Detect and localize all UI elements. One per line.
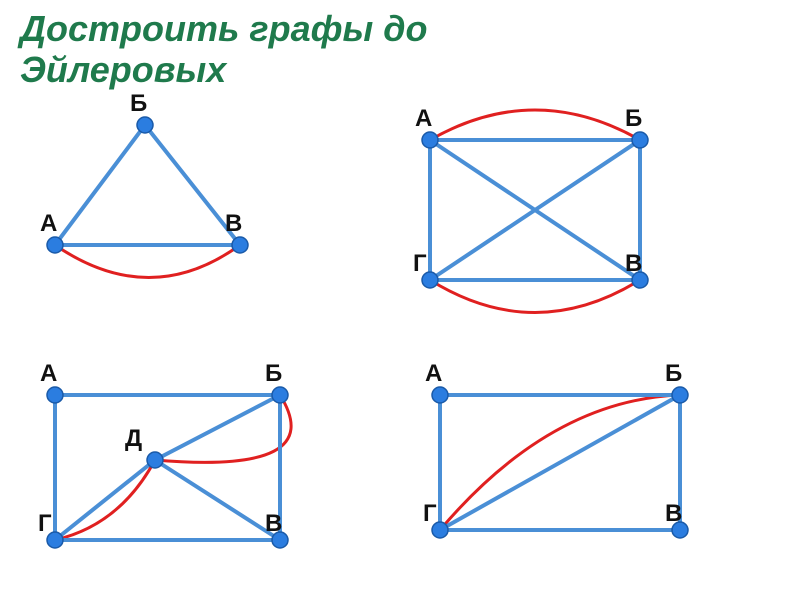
vertex-label: Б (130, 90, 147, 118)
vertex-label: Б (665, 360, 682, 388)
vertex-label: А (40, 360, 57, 388)
vertex-label: В (225, 210, 242, 238)
vertex-label: В (665, 500, 682, 528)
vertex-label: Д (125, 425, 142, 453)
vertex-label: В (625, 250, 642, 278)
vertex-label: А (415, 105, 432, 133)
vertex-label: Г (423, 500, 437, 528)
vertex-label: Б (265, 360, 282, 388)
vertex-label: А (40, 210, 57, 238)
vertex-label: Г (38, 510, 52, 538)
vertex-label: А (425, 360, 442, 388)
vertex-label: Б (625, 105, 642, 133)
vertex-label: В (265, 510, 282, 538)
vertex-label: Г (413, 250, 427, 278)
